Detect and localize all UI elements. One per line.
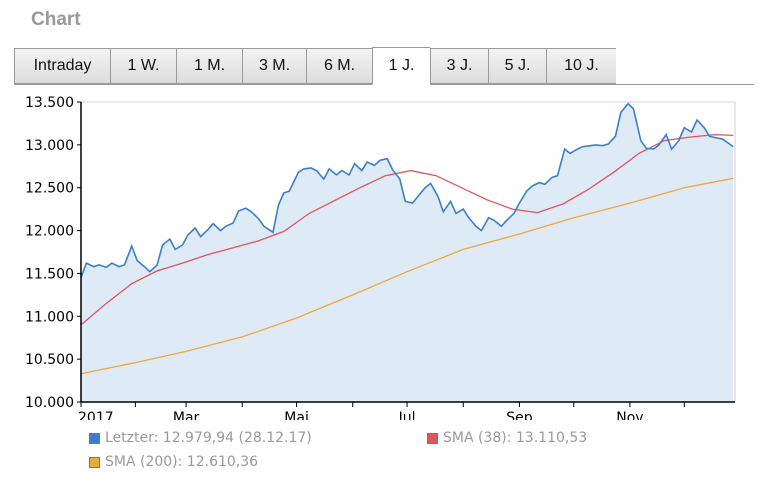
x-tick-label: Nov <box>616 410 643 420</box>
legend-label-last: Letzter: 12.979,94 (28.12.17) <box>105 430 312 446</box>
legend-item-sma200: SMA (200): 12.610,36 <box>89 454 258 470</box>
x-tick-label: Mai <box>284 410 309 420</box>
tab-3j[interactable]: 3 J. <box>430 48 488 84</box>
legend-item-sma38: SMA (38): 13.110,53 <box>427 430 587 446</box>
y-tick-label: 10.000 <box>25 395 74 411</box>
legend-label-sma38: SMA (38): 13.110,53 <box>443 430 588 446</box>
series-line-sma200 <box>80 177 734 375</box>
tab-intraday[interactable]: Intraday <box>14 48 110 84</box>
legend-swatch-sma200 <box>89 456 100 468</box>
tab-1w[interactable]: 1 W. <box>110 48 176 84</box>
tab-1j[interactable]: 1 J. <box>372 47 430 85</box>
legend-item-last: Letzter: 12.979,94 (28.12.17) <box>89 430 312 446</box>
series-line-letzter <box>80 102 734 278</box>
legend-swatch-last <box>89 432 100 444</box>
price-area-fill <box>81 103 734 402</box>
y-tick-label: 12.000 <box>25 224 74 240</box>
y-tick-label: 12.500 <box>25 181 74 197</box>
series-line-sma38 <box>80 133 734 326</box>
legend-swatch-sma38 <box>427 432 438 444</box>
y-tick-label: 11.500 <box>25 266 74 282</box>
y-tick-label: 13.000 <box>25 138 74 154</box>
tab-6m[interactable]: 6 M. <box>306 48 372 84</box>
y-tick-label: 11.000 <box>25 309 74 325</box>
y-tick-label: 13.500 <box>25 95 74 111</box>
page-title: Chart <box>31 9 81 30</box>
x-tick-label: Mar <box>173 410 200 420</box>
tab-3m[interactable]: 3 M. <box>242 48 306 84</box>
tab-1m[interactable]: 1 M. <box>176 48 242 84</box>
x-tick-label: Jul <box>398 410 416 420</box>
tab-5j[interactable]: 5 J. <box>488 48 546 84</box>
x-tick-label: 2017 <box>78 410 114 420</box>
y-tick-label: 10.500 <box>25 352 74 368</box>
timeframe-tabs: Intraday 1 W. 1 M. 3 M. 6 M. 1 J. 3 J. 5… <box>14 47 754 85</box>
tab-10j[interactable]: 10 J. <box>546 48 616 84</box>
tabs-spacer <box>616 47 754 84</box>
x-tick-label: Sep <box>506 410 533 420</box>
legend-label-sma200: SMA (200): 12.610,36 <box>105 454 259 470</box>
price-chart: 10.000 10.500 11.000 11.500 12.000 12.500 13.0… <box>25 95 736 420</box>
